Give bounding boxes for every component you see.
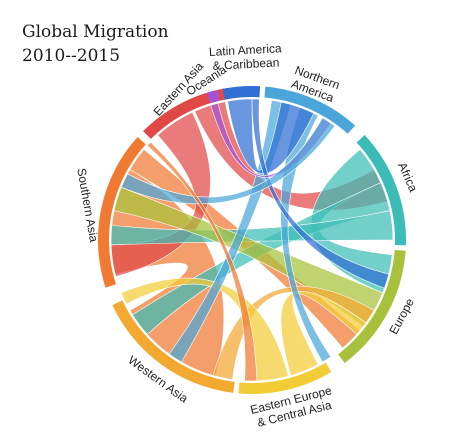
ribbon-northern-america [120,117,336,205]
figure-title: Global Migration [22,22,169,42]
figure-subtitle: 2010--2015 [22,46,121,66]
region-arc-northern-america [264,86,356,134]
region-label-africa: Africa [395,160,420,194]
region-arc-africa [356,134,406,246]
region-arc-europe [338,249,406,363]
region-label-line: Africa [395,160,420,194]
ribbon-southern-asia [146,141,258,382]
region-label-latin-america-caribbean: Latin America& Caribbean [209,41,283,73]
ribbon-group [110,98,394,382]
region-arc-eastern-europe-central-asia [238,362,332,394]
ribbon-latin-america-caribbean [251,98,390,289]
ribbon-eastern-europe-central-asia [280,291,367,376]
region-arc-western-asia [112,300,235,393]
region-label-line: & Caribbean [212,55,279,72]
ribbon-africa [110,210,394,246]
ribbon-northern-america [280,107,332,363]
region-label-line: Latin America [209,41,283,59]
region-arc-latin-america-caribbean [222,86,261,100]
region-arc-eastern-asia [143,87,230,139]
region-label-line: Southern Asia [74,167,101,243]
region-arc-oceania [206,89,220,104]
region-label-southern-asia: Southern Asia [74,167,101,243]
region-arc-southern-asia [97,136,146,288]
